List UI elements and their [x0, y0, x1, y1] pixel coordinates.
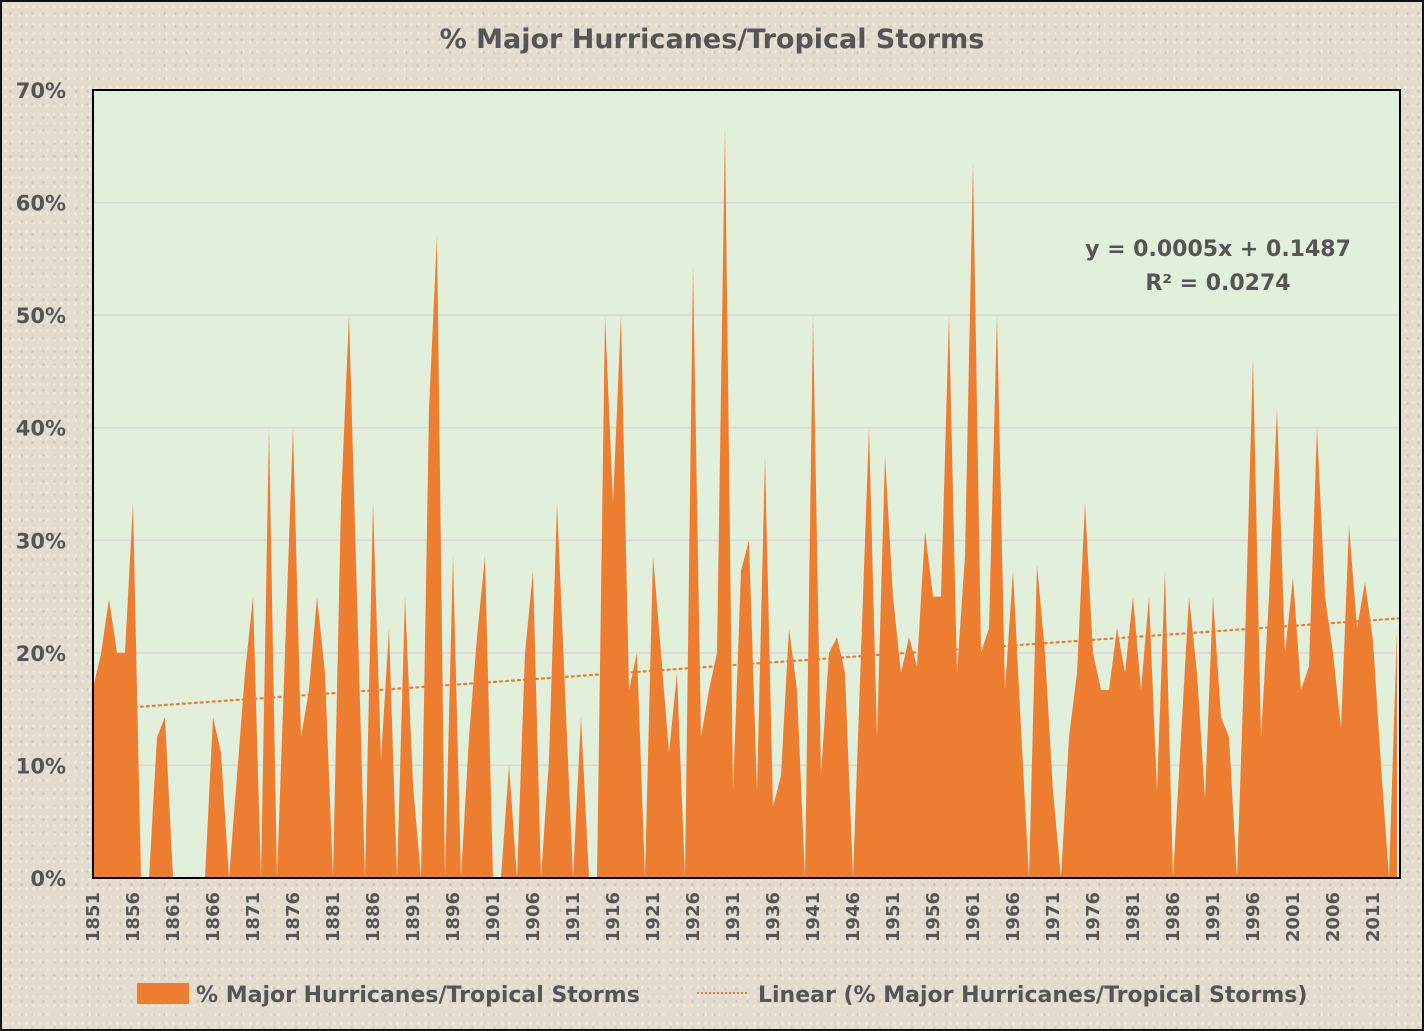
x-tick-label: 1881	[323, 892, 344, 942]
x-tick-label: 1986	[1163, 892, 1184, 942]
x-tick-label: 1961	[963, 892, 984, 942]
legend: % Major Hurricanes/Tropical Storms Linea…	[137, 983, 1307, 1008]
plot-border	[92, 89, 1401, 879]
x-tick-label: 1911	[563, 892, 584, 942]
y-tick-label: 60%	[16, 192, 66, 216]
x-tick-label: 1936	[763, 892, 784, 942]
x-tick-label: 1941	[803, 892, 824, 942]
legend-label-area: % Major Hurricanes/Tropical Storms	[196, 983, 640, 1008]
x-tick-label: 1861	[163, 892, 184, 942]
y-tick-label: 20%	[16, 642, 66, 666]
chart-title: % Major Hurricanes/Tropical Storms	[440, 24, 985, 55]
x-tick-label: 1901	[483, 892, 504, 942]
x-axis-ticks: 1851 1856 1861 1866 1871 1876 1881 1886 1891 1896…	[83, 892, 1384, 942]
x-tick-label: 1851	[83, 892, 104, 942]
x-tick-label: 2001	[1283, 892, 1304, 942]
y-tick-label: 70%	[16, 79, 66, 103]
x-tick-label: 1996	[1243, 892, 1264, 942]
area-series	[93, 127, 1397, 878]
x-tick-label: 1976	[1083, 892, 1104, 942]
x-tick-label: 1946	[843, 892, 864, 942]
x-tick-label: 1951	[883, 892, 904, 942]
legend-swatch-area	[137, 983, 189, 1004]
x-tick-label: 1971	[1043, 892, 1064, 942]
x-tick-label: 1856	[123, 892, 144, 942]
legend-label-trendline: Linear (% Major Hurricanes/Tropical Stor…	[758, 983, 1307, 1008]
x-tick-label: 1891	[403, 892, 424, 942]
x-tick-label: 1981	[1123, 892, 1144, 942]
x-tick-label: 1956	[923, 892, 944, 942]
x-tick-label: 1871	[243, 892, 264, 942]
trendline-equation: y = 0.0005x + 0.1487	[1085, 237, 1351, 262]
x-tick-label: 1916	[603, 892, 624, 942]
x-tick-label: 1921	[643, 892, 664, 942]
x-tick-label: 1876	[283, 892, 304, 942]
x-tick-label: 1906	[523, 892, 544, 942]
y-tick-label: 30%	[16, 529, 66, 553]
y-tick-label: 50%	[16, 304, 66, 328]
x-tick-label: 2011	[1363, 892, 1384, 942]
y-tick-label: 40%	[16, 417, 66, 441]
x-tick-label: 2006	[1323, 892, 1344, 942]
y-tick-label: 0%	[30, 867, 66, 891]
trendline	[91, 617, 1402, 712]
x-tick-label: 1966	[1003, 892, 1024, 942]
y-axis-ticks: 0% 10% 20% 30% 40% 50% 60% 70%	[16, 79, 66, 891]
x-tick-label: 1926	[683, 892, 704, 942]
y-tick-label: 10%	[16, 754, 66, 778]
trendline-r-squared: R² = 0.0274	[1145, 271, 1290, 296]
x-tick-label: 1931	[723, 892, 744, 942]
x-tick-label: 1886	[363, 892, 384, 942]
x-tick-label: 1866	[203, 892, 224, 942]
x-tick-label: 1991	[1203, 892, 1224, 942]
x-tick-label: 1896	[443, 892, 464, 942]
